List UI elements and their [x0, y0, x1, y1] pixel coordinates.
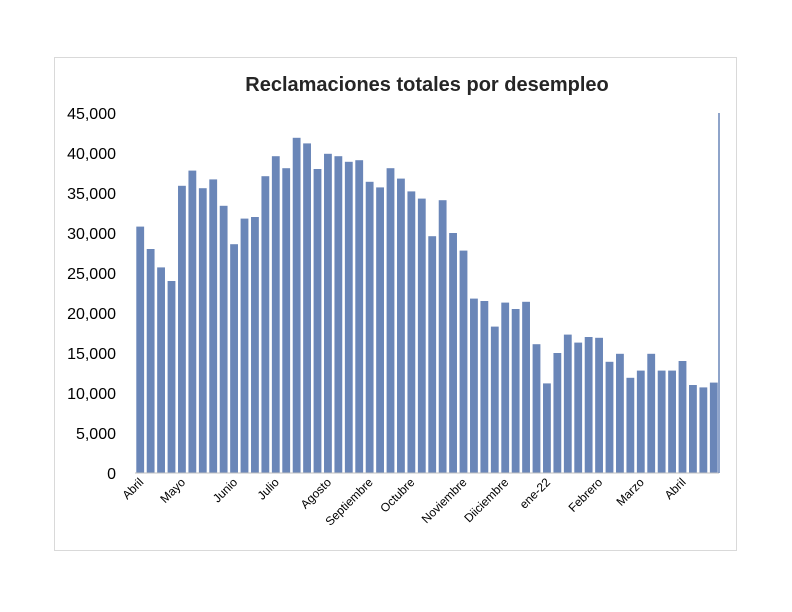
bar — [365, 181, 374, 474]
x-tick-label: Agosto — [298, 475, 335, 512]
bar — [470, 298, 478, 473]
bar — [386, 168, 395, 473]
bar — [699, 387, 708, 473]
bar — [532, 344, 541, 473]
bar — [584, 337, 593, 473]
bar — [543, 383, 551, 473]
x-tick-label: Diiciembre — [461, 475, 511, 525]
bar — [157, 267, 165, 473]
bar — [689, 385, 697, 473]
bar — [553, 353, 562, 473]
bar — [198, 188, 207, 473]
bar — [146, 249, 155, 473]
bar — [282, 168, 291, 473]
bar — [501, 302, 510, 473]
bar — [428, 236, 437, 473]
y-tick-label: 0 — [107, 466, 116, 483]
bar — [647, 353, 656, 473]
bar — [522, 301, 530, 473]
bar — [438, 200, 447, 473]
bar — [407, 191, 416, 473]
y-tick-label: 15,000 — [67, 346, 116, 363]
bar — [188, 170, 197, 473]
bar — [417, 198, 426, 473]
chart-title: Reclamaciones totales por desempleo — [245, 74, 608, 96]
y-axis-ticks: 0 5,000 10,000 15,000 20,000 25,000 30,000 35,0… — [67, 106, 116, 483]
y-tick-label: 30,000 — [67, 226, 116, 243]
bar — [668, 370, 676, 473]
bar — [271, 156, 280, 473]
x-tick-label: Abril — [662, 475, 689, 502]
bar — [324, 153, 332, 474]
bar — [230, 244, 238, 473]
bar — [136, 226, 145, 473]
y-tick-label: 5,000 — [76, 426, 116, 443]
bar — [344, 161, 353, 474]
bar — [605, 361, 614, 473]
bar — [709, 382, 718, 473]
bar — [490, 326, 499, 473]
x-tick-label: Junio — [210, 475, 240, 505]
bar — [678, 361, 687, 473]
bar — [480, 301, 489, 473]
bar — [616, 353, 624, 473]
y-tick-label: 35,000 — [67, 186, 116, 203]
x-tick-label: Noviembre — [419, 475, 470, 526]
bar — [636, 370, 645, 473]
bar — [261, 176, 270, 473]
bar — [449, 233, 457, 473]
x-tick-label: Julio — [255, 475, 283, 503]
bar — [563, 334, 572, 473]
x-tick-label: ene-22 — [517, 475, 554, 512]
bar — [511, 309, 520, 473]
x-tick-label: Mayo — [157, 475, 188, 506]
y-tick-label: 40,000 — [67, 146, 116, 163]
bar — [355, 160, 364, 473]
x-tick-label: Octubre — [377, 475, 417, 515]
y-tick-label: 20,000 — [67, 306, 116, 323]
x-tick-label: Marzo — [613, 475, 647, 509]
bar — [251, 217, 259, 473]
bar — [626, 377, 635, 473]
bar — [657, 370, 666, 473]
bar — [303, 143, 311, 473]
bar — [574, 342, 583, 473]
bar — [397, 178, 405, 473]
y-tick-label: 45,000 — [67, 106, 116, 123]
bar — [219, 205, 228, 474]
bar — [209, 179, 218, 473]
x-tick-label: Abril — [119, 475, 146, 502]
bar — [595, 337, 603, 473]
bar — [240, 218, 249, 473]
bar — [178, 185, 186, 474]
y-tick-label: 10,000 — [67, 386, 116, 403]
bar — [334, 156, 343, 473]
bar — [376, 187, 384, 473]
bar — [167, 281, 176, 473]
x-tick-label: Febrero — [566, 475, 606, 515]
bars — [136, 137, 718, 474]
bar — [313, 169, 322, 473]
bar — [459, 250, 468, 473]
bar — [292, 137, 301, 474]
y-tick-label: 25,000 — [67, 266, 116, 283]
